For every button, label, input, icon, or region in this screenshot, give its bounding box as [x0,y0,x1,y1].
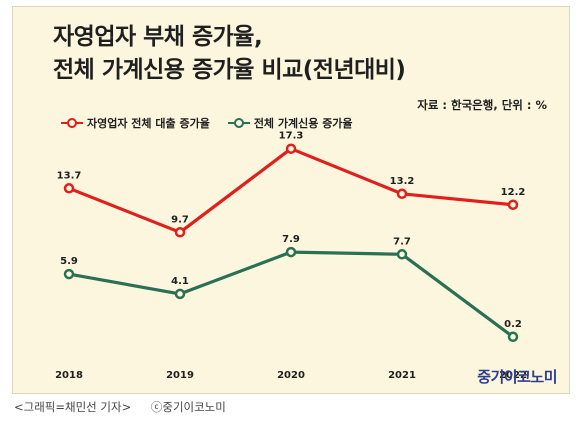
x-tick-label: 2021 [388,370,416,381]
series-1-line [68,147,514,234]
chart-title-line-1: 자영업자 부채 증가율, [53,24,263,50]
series-1-data-label: 13.2 [390,176,415,187]
legend-label-self-employed: 자영업자 전체 대출 증가율 [87,117,210,130]
copyright-note: ⓒ중기이코노미 [150,400,226,414]
series-1-point [285,143,297,154]
legend-item-self-employed: 자영업자 전체 대출 증가율 [61,115,210,131]
image-caption: <그래픽=채민선 기자> ⓒ중기이코노미 [14,399,226,415]
series-2-point [285,246,297,258]
series-2-data-label: 5.9 [60,256,78,267]
x-tick-label: 2019 [166,370,194,381]
graphic-credit: <그래픽=채민선 기자> [14,400,132,414]
series-1-data-label: 17.3 [279,131,304,142]
x-tick-label: 2020 [277,370,305,381]
infographic-card: 자영업자 부채 증가율, 전체 가계신용 증가율 비교(전년대비) 자료 : 한… [12,6,570,394]
series-1-data-label: 9.7 [171,214,189,225]
series-2-point [396,249,408,260]
series-2-data-label: 7.9 [282,234,300,245]
line-chart: 13.7 9.7 17.3 13.2 12.2 5.9 4.1 7.9 7.7 0.2 2018 20… [55,131,527,381]
series-1-point [63,183,75,194]
series-2-data-label: 4.1 [171,276,189,287]
series-2-point [174,288,186,300]
series-1-data-label: 12.2 [501,187,526,198]
publisher-logo: 중기이코노미 [477,368,557,386]
legend-marker-green-icon [227,118,250,128]
x-tick-label: 2018 [55,370,83,381]
series-2-point [63,268,75,280]
series-1-data-label: 13.7 [57,170,82,181]
source-note: 자료 : 한국은행, 단위 : % [417,98,547,112]
chart-title-line-2: 전체 가계신용 증가율 비교(전년대비) [53,57,406,83]
series-2-data-label: 7.7 [393,236,411,247]
series-1-point [507,199,519,211]
series-2-point [507,331,519,343]
series-1-point [396,188,408,200]
series-2-data-label: 0.2 [504,319,522,330]
legend-marker-red-icon [61,118,83,128]
chart-legend: 자영업자 전체 대출 증가율 전체 가계신용 증가율 [61,115,353,131]
legend-item-household-credit: 전체 가계신용 증가율 [227,115,353,131]
legend-label-household-credit: 전체 가계신용 증가율 [253,117,353,130]
series-1-point [174,227,186,238]
series-2-line [68,250,514,339]
chart-title: 자영업자 부채 증가율, 전체 가계신용 증가율 비교(전년대비) [53,21,406,87]
x-tick-label: 2022 [499,370,527,381]
